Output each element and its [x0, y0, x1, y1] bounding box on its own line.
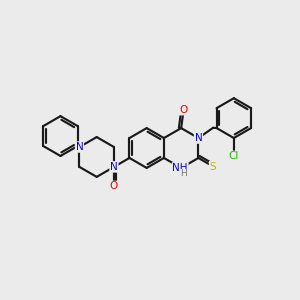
Text: Cl: Cl	[229, 151, 239, 161]
Text: N: N	[194, 133, 202, 143]
Text: N: N	[110, 162, 118, 172]
Text: S: S	[209, 162, 216, 172]
Text: H: H	[180, 169, 187, 178]
Text: O: O	[179, 105, 187, 115]
Text: O: O	[110, 182, 118, 191]
Text: NH: NH	[172, 163, 188, 173]
Text: N: N	[76, 142, 83, 152]
